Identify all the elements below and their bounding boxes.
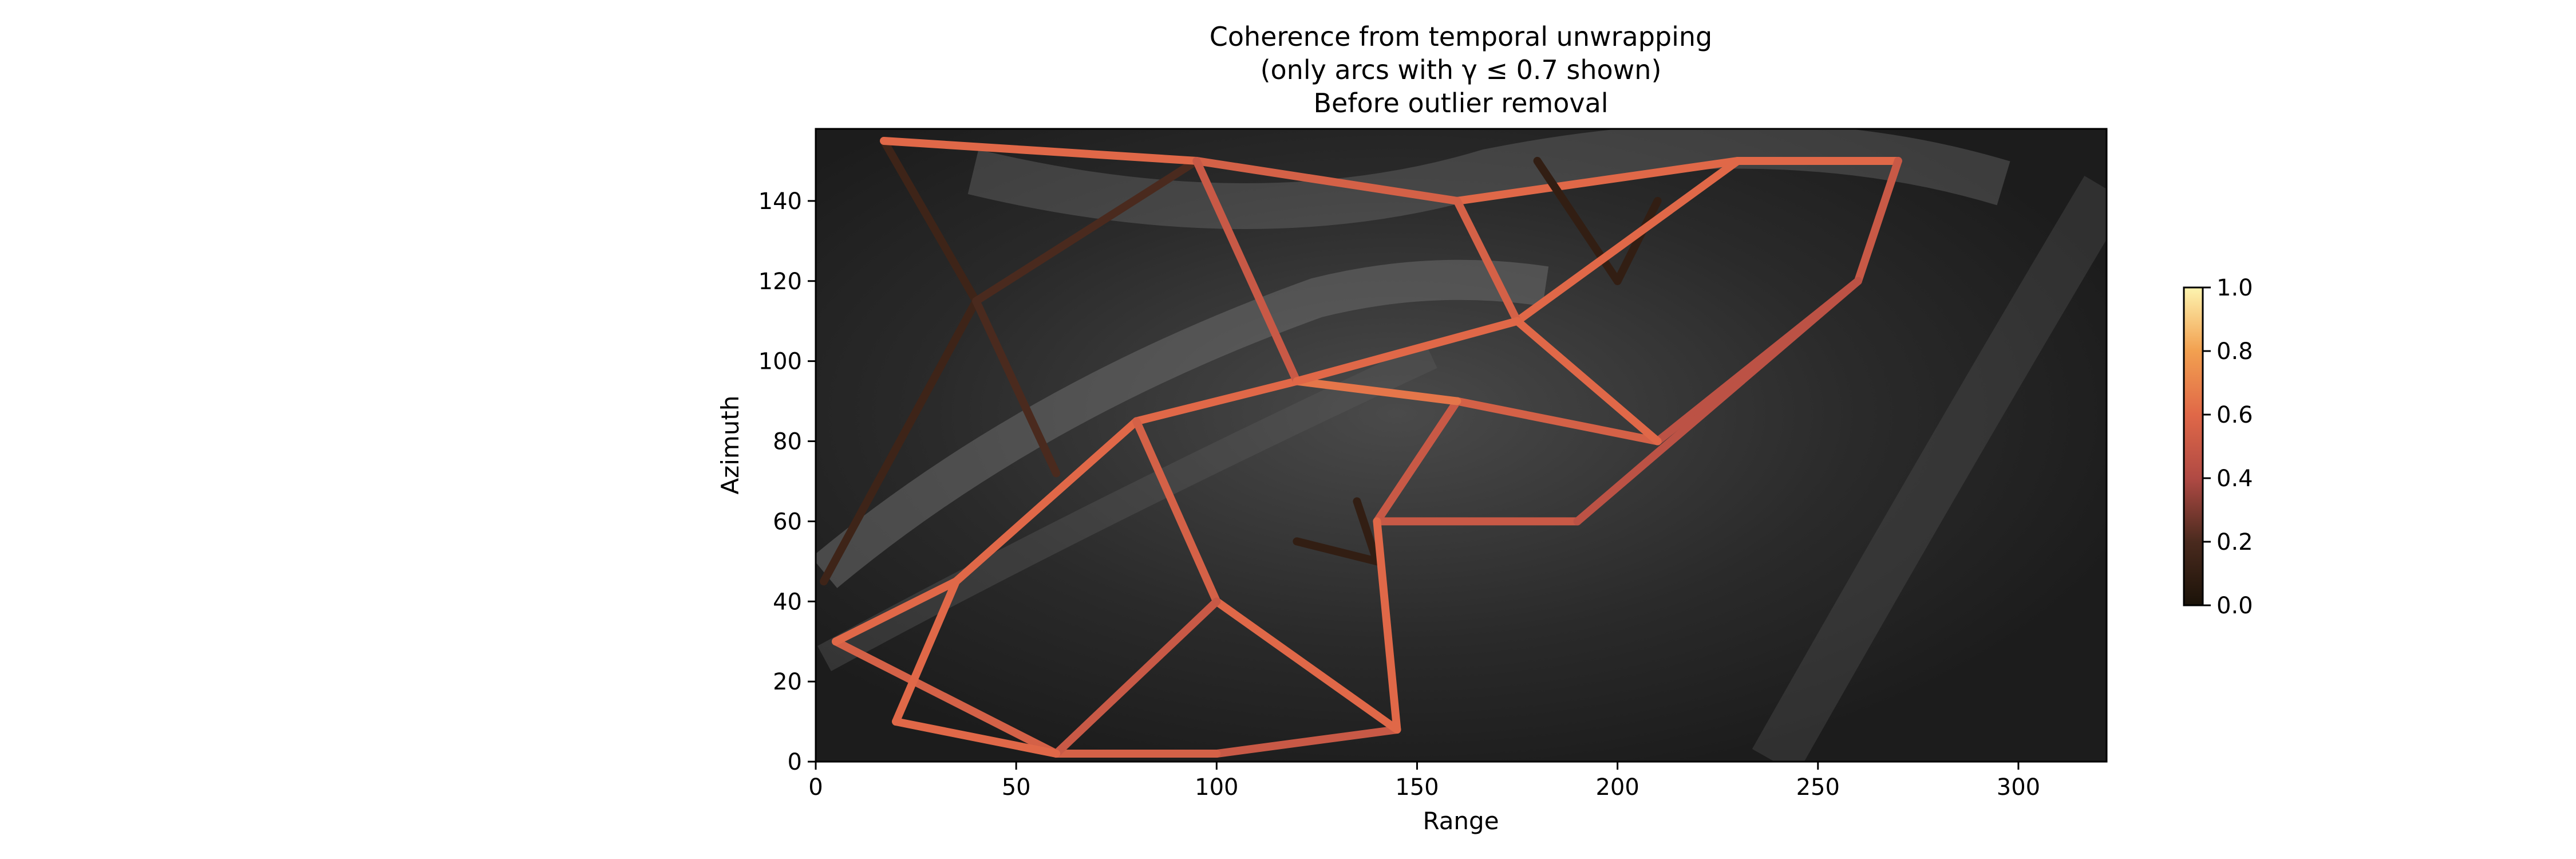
arc-line bbox=[820, 297, 981, 586]
arc-line bbox=[1192, 156, 1461, 205]
arc-line bbox=[1293, 377, 1461, 405]
arc-line bbox=[1453, 196, 1522, 325]
y-tick-label: 0 bbox=[788, 749, 802, 775]
colorbar-tick-label: 1.0 bbox=[2217, 275, 2253, 301]
colorbar-tick-label: 0.8 bbox=[2217, 338, 2253, 365]
x-tick-label: 200 bbox=[1595, 774, 1639, 801]
background-texture bbox=[816, 129, 2107, 762]
y-tick-label: 140 bbox=[758, 188, 802, 215]
y-tick-label: 120 bbox=[758, 269, 802, 295]
colorbar-tick-label: 0.0 bbox=[2217, 593, 2253, 619]
colorbar-tick-label: 0.4 bbox=[2217, 466, 2253, 492]
y-axis-label: Azimuth bbox=[716, 395, 744, 494]
arc-line bbox=[952, 417, 1141, 586]
arc-line bbox=[1613, 196, 1662, 285]
x-tick-label: 150 bbox=[1395, 774, 1439, 801]
arc-line bbox=[1052, 597, 1221, 758]
colorbar-tick-label: 0.2 bbox=[2217, 529, 2253, 555]
y-tick-label: 60 bbox=[773, 509, 802, 535]
chart-title: Coherence from temporal unwrapping (only… bbox=[1210, 21, 1713, 119]
arc-line bbox=[972, 156, 1201, 305]
y-tick-label: 20 bbox=[773, 669, 802, 695]
title-line-3: Before outlier removal bbox=[1313, 88, 1608, 119]
x-axis: 0 50 100 150 200 250 300 bbox=[808, 762, 2040, 801]
title-line-1: Coherence from temporal unwrapping bbox=[1210, 21, 1713, 52]
arc-line bbox=[1293, 317, 1522, 385]
x-tick-label: 300 bbox=[1997, 774, 2040, 801]
y-axis: 0 20 40 60 80 100 120 140 bbox=[758, 188, 816, 775]
arc-line bbox=[1854, 156, 1902, 285]
x-tick-label: 100 bbox=[1195, 774, 1238, 801]
arc-line bbox=[880, 136, 1201, 165]
arc-line bbox=[892, 577, 961, 726]
x-tick-label: 250 bbox=[1796, 774, 1840, 801]
x-tick-label: 0 bbox=[808, 774, 823, 801]
arcs-layer bbox=[820, 136, 1902, 758]
arc-line bbox=[1212, 726, 1401, 758]
arc-line bbox=[1132, 417, 1221, 606]
y-tick-label: 40 bbox=[773, 589, 802, 615]
plot-frame bbox=[815, 128, 2108, 763]
x-tick-label: 50 bbox=[1002, 774, 1031, 801]
colorbar: 0.0 0.2 0.4 0.6 0.8 1.0 bbox=[2183, 275, 2253, 619]
arc-line bbox=[1513, 156, 1742, 325]
arc-line bbox=[1212, 597, 1401, 734]
arc-line bbox=[832, 637, 1061, 758]
arc-line bbox=[1513, 317, 1662, 446]
arc-line bbox=[1353, 497, 1381, 566]
colorbar-tick-label: 0.6 bbox=[2217, 402, 2253, 428]
colorbar-gradient bbox=[2183, 286, 2204, 606]
arc-line bbox=[1453, 156, 1742, 205]
arc-line bbox=[1573, 277, 1862, 526]
arc-line bbox=[832, 577, 961, 646]
x-axis-label: Range bbox=[1423, 807, 1499, 835]
y-tick-label: 100 bbox=[758, 349, 802, 375]
title-line-2: (only arcs with γ ≤ 0.7 shown) bbox=[1261, 54, 1662, 85]
y-tick-label: 80 bbox=[773, 429, 802, 455]
arc-line bbox=[1132, 377, 1301, 425]
arc-line bbox=[1373, 517, 1401, 734]
arc-line bbox=[880, 136, 981, 305]
arc-line bbox=[972, 297, 1061, 478]
colorbar-ticks: 0.0 0.2 0.4 0.6 0.8 1.0 bbox=[2203, 275, 2253, 619]
arc-line bbox=[892, 718, 1061, 758]
arc-line bbox=[1192, 156, 1301, 385]
arc-line bbox=[1293, 537, 1381, 566]
arc-line bbox=[1373, 397, 1461, 526]
plot-area bbox=[815, 128, 2108, 763]
arc-line bbox=[1453, 397, 1662, 446]
